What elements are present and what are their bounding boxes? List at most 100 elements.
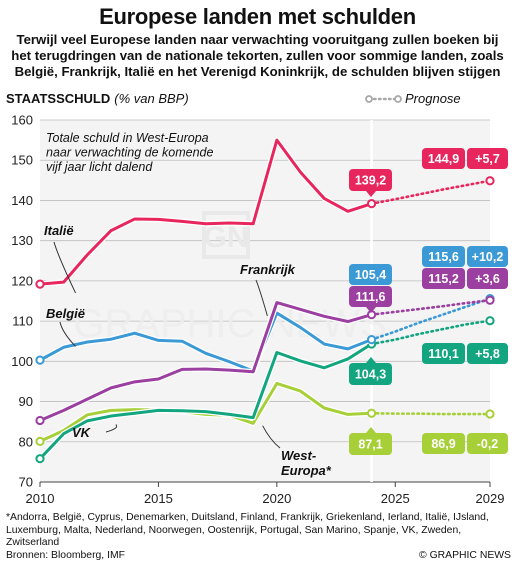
series-start-marker [35,454,45,464]
watermark-text: GRAPHIC NEWS [73,302,386,346]
series-end-marker [485,409,495,419]
footnote: *Andorra, België, Cyprus, Denemarken, Du… [6,512,511,562]
series-name-label: Europa* [281,463,332,478]
y-tick-label: 70 [19,475,33,490]
watermark-logo-letters: GN [204,221,249,254]
west-europe-2024-box-bg [349,363,392,385]
page-subtitle: Terwijl veel Europese landen naar verwac… [6,32,509,80]
x-tick-label: 2010 [26,491,55,506]
west-europe-2029-change-box-text: +5,8 [475,347,500,361]
belgium-2029-change-box-bg [467,246,508,267]
italy-2029-value-box-bg [422,148,465,169]
series-forecast-line [370,179,492,205]
belgium-2029-value-box: 115,6 [422,246,465,267]
series-start-marker [35,279,45,289]
series-line [39,381,372,443]
west-europe-2029-change-box: +5,8 [467,343,508,364]
italy-2024-box: 139,2 [349,169,392,191]
italy-2029-value-box-text: 144,9 [428,152,459,166]
west-europe-2029-change-box-bg [467,343,508,364]
series-forecast-line [370,298,492,316]
series-line [39,301,372,422]
y-tick-label: 80 [19,434,33,449]
watermark-logo [202,211,250,259]
x-tick-label: 2020 [262,491,291,506]
x-tick-label: 2025 [381,491,410,506]
france-2029-change-box: +3,6 [467,268,508,289]
france-2024-box-bg [349,286,392,307]
italy-pointer [53,241,76,294]
west-europe-2029-value-box-text: 110,1 [428,347,459,361]
series-line [38,342,373,460]
series-start-marker [35,415,45,426]
series-uk [35,380,495,446]
france-2029-change-box-text: +3,6 [475,272,500,286]
uk-2029-value-box: 86,9 [422,433,465,454]
belgium-2024-box-text: 105,4 [355,268,386,282]
france-2024-box-text: 111,6 [356,290,386,304]
value-box-pointer [366,191,376,197]
uk-2029-value-box-bg [422,433,465,454]
uk-2029-change-box-bg [467,433,508,454]
series-line [39,138,373,286]
belgium-pointer [59,321,76,347]
series-forecast-start-marker [366,199,377,209]
uk-2029-change-box-text: -0,2 [477,437,499,451]
italy-2024-box-bg [349,169,392,191]
west-europe-2029-value-box-bg [422,343,465,364]
france-2029-value-box-text: 115,2 [428,272,459,286]
series-name-label: Frankrijk [240,262,296,277]
belgium-2029-change-box-text: +10,2 [472,250,504,264]
series-end-marker [485,295,495,305]
belgium-2029-value-box-bg [422,246,465,267]
value-box-pointer [366,357,376,363]
value-box-pointer [366,427,376,433]
belgium-2024-box: 105,4 [349,264,392,285]
uk-2024-box-text: 87,1 [358,438,382,452]
italy-2029-change-box: +5,7 [467,148,508,169]
series-forecast-line [370,411,492,416]
x-tick-label: 2015 [144,491,173,506]
italy-2024-box-text: 139,2 [355,174,386,188]
footnote-credit: © GRAPHIC NEWS [419,549,511,561]
west-europe-pointer [262,425,281,449]
legend-forecast-label: Prognose [405,91,461,106]
uk-2029-value-box-text: 86,9 [431,437,455,451]
annotation-line: Totale schuld in West-Europa [46,131,209,145]
y-tick-label: 160 [11,113,33,128]
west-europe-2024-box: 104,3 [349,363,392,385]
series-name-label: VK [72,425,92,440]
y-tick-label: 100 [11,354,33,369]
series-forecast-start-marker [366,335,377,345]
france-2029-value-box-bg [422,268,465,289]
uk-pointer [105,424,118,433]
y-tick-label: 130 [11,233,33,248]
subtitle-line-2: het terugdringen van de nationale tekort… [11,48,504,63]
italy-2029-value-box: 144,9 [422,148,465,169]
series-forecast-start-marker [366,408,377,418]
france-2029-change-box-bg [467,268,508,289]
series-italy [35,137,495,289]
footnote-countries: *Andorra, België, Cyprus, Denemarken, Du… [6,512,489,549]
uk-2024-box: 87,1 [349,433,392,455]
annotation-line: naar verwachting de komende [46,146,214,160]
belgium-2029-value-box-text: 115,6 [428,250,459,264]
legend-forecast-marker [365,95,373,103]
west-europe-2024-box-text: 104,3 [355,368,386,382]
y-tick-label: 120 [11,273,33,288]
x-tick-label: 2029 [476,491,505,506]
series-start-marker [35,355,45,365]
series-west-europe [35,316,495,464]
annotation-line: vijf jaar licht dalend [46,160,153,174]
series-france [35,295,495,426]
series-name-label: België [46,306,85,321]
france-2024-box: 111,6 [349,286,392,307]
france-pointer [255,279,268,317]
series-start-marker [35,436,45,446]
legend-forecast-marker [394,95,402,103]
series-forecast-line [370,297,492,341]
value-box-pointer [366,307,376,313]
y-tick-label: 150 [11,153,33,168]
uk-2024-box-bg [349,433,392,455]
legend-forecast: Prognose [365,91,461,106]
